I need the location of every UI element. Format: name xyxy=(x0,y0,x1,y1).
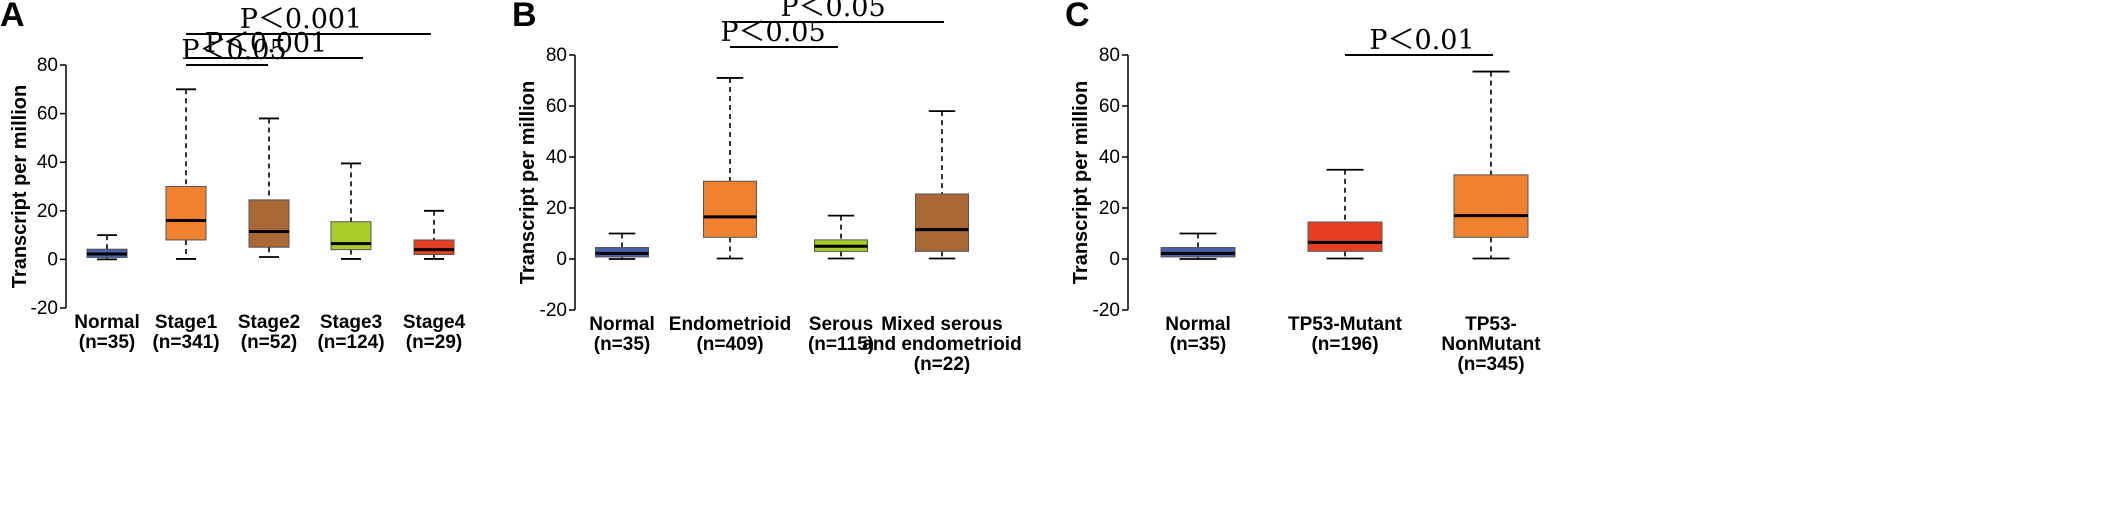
category-label: Stage4 xyxy=(403,312,466,333)
category-label: (n=341) xyxy=(152,332,219,353)
y-tick-label: 60 xyxy=(1099,96,1120,117)
box-tp53-mutant xyxy=(1307,221,1383,252)
y-axis-label: Transcript per million xyxy=(517,81,539,284)
box-stage2 xyxy=(248,199,290,248)
y-tick-label: 40 xyxy=(1099,147,1120,168)
category-label: NonMutant xyxy=(1441,334,1541,355)
y-tick-label: 20 xyxy=(546,198,567,219)
y-tick-label: 80 xyxy=(37,55,58,76)
y-tick-label: 60 xyxy=(37,104,58,125)
category-label: Serous xyxy=(809,314,873,335)
category-label: Normal xyxy=(589,314,654,335)
category-label: (n=345) xyxy=(1457,354,1524,375)
panel-letter: B xyxy=(512,0,537,34)
box-stage1 xyxy=(165,186,207,241)
category-label: TP53-Mutant xyxy=(1288,314,1403,335)
category-label: Normal xyxy=(74,312,139,333)
box-mixed-serous xyxy=(915,193,969,252)
y-tick-label: 0 xyxy=(47,249,58,270)
category-label: (n=52) xyxy=(241,332,298,353)
y-tick-label: 20 xyxy=(1099,198,1120,219)
category-label: (n=124) xyxy=(317,332,384,353)
category-label: (n=29) xyxy=(406,332,463,353)
box-stage4 xyxy=(413,239,455,256)
y-axis-label: Transcript per million xyxy=(9,85,31,288)
category-label: (n=196) xyxy=(1311,334,1378,355)
category-label: (n=35) xyxy=(594,334,651,355)
p-value-label: P＜0.05 xyxy=(181,35,286,66)
p-value-label: P＜0.001 xyxy=(240,4,362,35)
y-tick-label: -20 xyxy=(540,300,567,321)
panel-letter: A xyxy=(0,0,25,34)
category-label: (n=409) xyxy=(696,334,763,355)
category-label: and endometrioid xyxy=(862,334,1021,355)
y-tick-label: 80 xyxy=(1099,45,1120,66)
category-label: (n=22) xyxy=(914,354,971,375)
y-axis-label: Transcript per million xyxy=(1070,81,1092,284)
y-tick-label: 80 xyxy=(546,45,567,66)
category-label: (n=35) xyxy=(1170,334,1227,355)
y-tick-label: -20 xyxy=(31,298,58,319)
y-tick-label: 40 xyxy=(37,152,58,173)
p-value-label: P＜0.05 xyxy=(780,0,885,23)
category-label: Stage1 xyxy=(155,312,218,333)
y-tick-label: 0 xyxy=(1109,249,1120,270)
p-value-label: P＜0.01 xyxy=(1369,25,1474,56)
y-tick-label: 0 xyxy=(556,249,567,270)
category-label: Stage3 xyxy=(320,312,382,333)
box-tp53- xyxy=(1453,174,1529,238)
category-label: Stage2 xyxy=(238,312,300,333)
box-endometrioid xyxy=(703,180,757,238)
category-label: Normal xyxy=(1165,314,1230,335)
y-tick-label: 20 xyxy=(37,201,58,222)
y-tick-label: 60 xyxy=(546,96,567,117)
panel-letter: C xyxy=(1065,0,1090,34)
category-label: (n=35) xyxy=(79,332,136,353)
box-stage3 xyxy=(330,221,372,251)
y-tick-label: 40 xyxy=(546,147,567,168)
category-label: Endometrioid xyxy=(669,314,791,335)
category-label: (n=115) xyxy=(808,334,874,355)
category-label: TP53- xyxy=(1465,314,1517,335)
category-label: Mixed serous xyxy=(881,314,1002,335)
y-tick-label: -20 xyxy=(1093,300,1120,321)
